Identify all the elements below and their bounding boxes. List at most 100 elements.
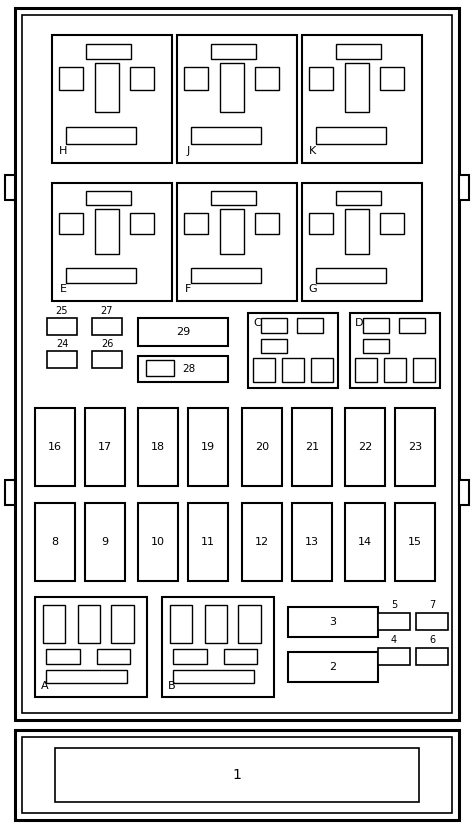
Bar xyxy=(184,67,208,90)
Text: K: K xyxy=(310,146,317,156)
Bar xyxy=(66,268,136,283)
Bar xyxy=(92,318,122,335)
Bar xyxy=(317,268,386,283)
Bar xyxy=(302,183,422,301)
Bar xyxy=(15,730,459,820)
Bar xyxy=(317,127,386,144)
Bar xyxy=(210,192,256,206)
Bar xyxy=(47,351,77,368)
Bar xyxy=(255,67,279,90)
Bar xyxy=(22,737,452,813)
Text: 13: 13 xyxy=(305,537,319,547)
Bar xyxy=(282,358,304,382)
Bar xyxy=(95,209,119,254)
Text: 7: 7 xyxy=(429,600,435,610)
Bar xyxy=(43,605,65,643)
Bar xyxy=(170,605,192,643)
Text: H: H xyxy=(59,146,67,156)
Bar xyxy=(255,212,279,234)
Text: 25: 25 xyxy=(56,306,68,316)
Text: 20: 20 xyxy=(255,442,269,452)
Bar xyxy=(85,503,125,581)
Bar xyxy=(210,44,256,59)
Text: 17: 17 xyxy=(98,442,112,452)
Bar xyxy=(35,597,147,697)
Bar xyxy=(59,67,83,90)
Text: B: B xyxy=(168,681,176,691)
Bar xyxy=(47,318,77,335)
Text: 18: 18 xyxy=(151,442,165,452)
Bar xyxy=(220,63,244,112)
Text: 29: 29 xyxy=(176,327,190,337)
Bar xyxy=(309,67,333,90)
Bar xyxy=(220,209,244,254)
Bar xyxy=(191,268,261,283)
Bar xyxy=(248,313,338,388)
Bar xyxy=(395,503,435,581)
Bar xyxy=(78,605,100,643)
Bar xyxy=(254,358,275,382)
Bar xyxy=(345,503,385,581)
Bar xyxy=(238,605,261,643)
Text: 5: 5 xyxy=(391,600,397,610)
Text: 19: 19 xyxy=(201,442,215,452)
Bar xyxy=(5,175,15,200)
Bar xyxy=(242,503,282,581)
Bar xyxy=(309,212,333,234)
Text: 16: 16 xyxy=(48,442,62,452)
Bar xyxy=(336,192,381,206)
Bar xyxy=(459,175,469,200)
Text: 10: 10 xyxy=(151,537,165,547)
Text: D: D xyxy=(355,318,363,328)
Bar xyxy=(364,318,389,333)
Bar xyxy=(345,209,369,254)
Bar xyxy=(298,318,323,333)
Bar xyxy=(52,35,172,163)
Bar xyxy=(86,192,131,206)
Text: 27: 27 xyxy=(101,306,113,316)
Bar xyxy=(146,360,174,376)
Bar xyxy=(138,318,228,346)
Text: 23: 23 xyxy=(408,442,422,452)
Bar xyxy=(66,127,136,144)
Bar xyxy=(35,408,75,486)
Bar xyxy=(205,605,227,643)
Bar xyxy=(15,8,459,720)
Bar xyxy=(364,339,389,352)
Bar xyxy=(459,480,469,505)
Bar xyxy=(177,183,297,301)
Bar xyxy=(138,408,178,486)
Bar xyxy=(288,652,378,682)
Text: E: E xyxy=(60,284,66,294)
Bar xyxy=(130,67,154,90)
Bar xyxy=(35,503,75,581)
Bar xyxy=(292,408,332,486)
Bar xyxy=(173,649,207,664)
Bar xyxy=(224,649,257,664)
Bar xyxy=(350,313,440,388)
Text: G: G xyxy=(309,284,317,294)
Text: J: J xyxy=(186,146,190,156)
Bar xyxy=(191,127,261,144)
Bar xyxy=(46,649,80,664)
Bar xyxy=(400,318,425,333)
Bar xyxy=(292,503,332,581)
Text: 15: 15 xyxy=(408,537,422,547)
Bar xyxy=(311,358,333,382)
Bar xyxy=(242,408,282,486)
Bar xyxy=(138,503,178,581)
Bar xyxy=(413,358,435,382)
Text: 11: 11 xyxy=(201,537,215,547)
Bar xyxy=(22,15,452,713)
Text: 2: 2 xyxy=(329,662,337,672)
Bar xyxy=(59,212,83,234)
Bar xyxy=(92,351,122,368)
Text: 8: 8 xyxy=(52,537,59,547)
Text: 24: 24 xyxy=(56,339,68,349)
Bar xyxy=(288,607,378,637)
Bar xyxy=(262,318,287,333)
Bar xyxy=(356,358,377,382)
Text: 22: 22 xyxy=(358,442,372,452)
Bar xyxy=(384,358,406,382)
Text: 28: 28 xyxy=(183,364,196,374)
